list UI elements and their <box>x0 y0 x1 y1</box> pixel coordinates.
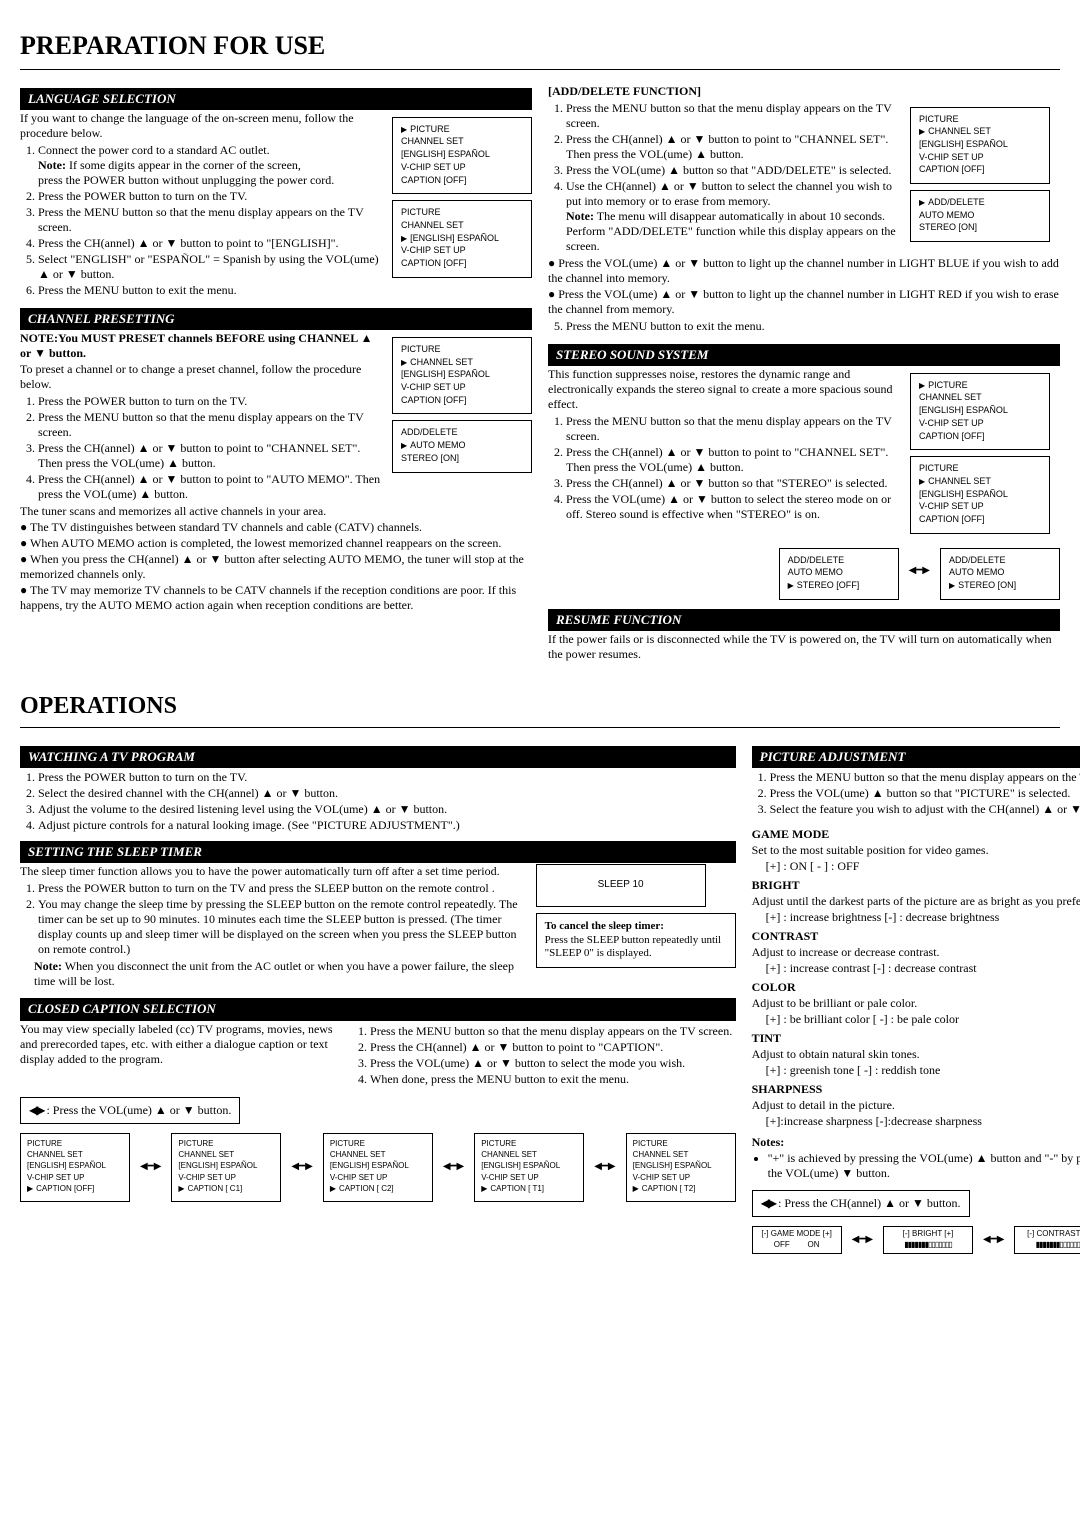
osd-menu-english: PICTURE CHANNEL SET [ENGLISH] ESPAÑOL V-… <box>392 200 532 277</box>
adddel-s5: Press the MENU button to exit the menu. <box>566 319 1060 334</box>
osd-caption-mode: PICTURECHANNEL SET[ENGLISH] ESPAÑOLV-CHI… <box>474 1133 584 1202</box>
pic-s2: Press the VOL(ume) ▲ button so that "PIC… <box>770 786 1080 801</box>
adddel-head: [ADD/DELETE FUNCTION] <box>548 84 1060 99</box>
chpreset-b4: The TV may memorize TV channels to be CA… <box>20 583 532 613</box>
watch-bar: WATCHING A TV PROGRAM <box>20 746 736 768</box>
bright-txt: Adjust until the darkest parts of the pi… <box>752 894 1080 909</box>
cancel-sleep-box: To cancel the sleep timer: Press the SLE… <box>536 913 736 968</box>
tint-txt: Adjust to obtain natural skin tones. <box>752 1047 1080 1062</box>
bright-h: BRIGHT <box>752 878 1080 893</box>
cc-s1: Press the MENU button so that the menu d… <box>370 1024 736 1039</box>
sleep-bar: SETTING THE SLEEP TIMER <box>20 841 736 863</box>
watch-s1: Press the POWER button to turn on the TV… <box>38 770 736 785</box>
osd-adddel-menu: PICTURE CHANNEL SET [ENGLISH] ESPAÑOL V-… <box>910 107 1050 184</box>
game-h: GAME MODE <box>752 827 1080 842</box>
osd-gauge: [-] GAME MODE [+]OFF ON <box>752 1226 842 1254</box>
pic-notes-h: Notes: <box>752 1135 1080 1150</box>
cc-bar: CLOSED CAPTION SELECTION <box>20 998 736 1020</box>
resume-text: If the power fails or is disconnected wh… <box>548 632 1060 662</box>
sharp-h: SHARPNESS <box>752 1082 1080 1097</box>
cc-mode-flow: PICTURECHANNEL SET[ENGLISH] ESPAÑOLV-CHI… <box>20 1133 736 1202</box>
color-vals: [+] : be brilliant color [ -] : be pale … <box>766 1012 1080 1027</box>
osd-stereo-chset: PICTURE CHANNEL SET [ENGLISH] ESPAÑOL V-… <box>910 456 1050 533</box>
chpreset-b3: When you press the CH(annel) ▲ or ▼ butt… <box>20 552 532 582</box>
osd-caption-mode: PICTURECHANNEL SET[ENGLISH] ESPAÑOLV-CHI… <box>20 1133 130 1202</box>
pic-note-1: "+" is achieved by pressing the VOL(ume)… <box>768 1151 1080 1181</box>
lr-arrows-icon <box>29 1103 43 1117</box>
sharp-txt: Adjust to detail in the picture. <box>752 1098 1080 1113</box>
osd-sleep: SLEEP 10 <box>536 864 706 907</box>
osd-menu-picture: PICTURE CHANNEL SET [ENGLISH] ESPAÑOL V-… <box>392 117 532 194</box>
chpreset-s4: Press the CH(annel) ▲ or ▼ button to poi… <box>38 472 532 502</box>
color-h: COLOR <box>752 980 1080 995</box>
pic-s3: Select the feature you wish to adjust wi… <box>770 802 1080 817</box>
osd-gauge: [-] BRIGHT [+]▮▮▮▮▮▮▮▯▯▯▯▯▯▯ <box>883 1226 973 1254</box>
adddel-b1: Press the VOL(ume) ▲ or ▼ button to ligh… <box>548 256 1060 286</box>
lang-bar: LANGUAGE SELECTION <box>20 88 532 110</box>
osd-caption-mode: PICTURECHANNEL SET[ENGLISH] ESPAÑOLV-CHI… <box>171 1133 281 1202</box>
contrast-h: CONTRAST <box>752 929 1080 944</box>
adddel-b2: Press the VOL(ume) ▲ or ▼ button to ligh… <box>548 287 1060 317</box>
contrast-txt: Adjust to increase or decrease contrast. <box>752 945 1080 960</box>
stereo-bar: STEREO SOUND SYSTEM <box>548 344 1060 366</box>
pic-bar: PICTURE ADJUSTMENT <box>752 746 1080 768</box>
osd-gauge: [-] CONTRAST [+]▮▮▮▮▮▮▮▯▯▯▯▯▯▯ <box>1014 1226 1080 1254</box>
game-vals: [+] : ON [ - ] : OFF <box>766 859 1080 874</box>
contrast-vals: [+] : increase contrast [-] : decrease c… <box>766 961 1080 976</box>
color-txt: Adjust to be brilliant or pale color. <box>752 996 1080 1011</box>
resume-bar: RESUME FUNCTION <box>548 609 1060 631</box>
chpreset-b1: The TV distinguishes between standard TV… <box>20 520 532 535</box>
chpreset-tuner: The tuner scans and memorizes all active… <box>20 504 532 519</box>
osd-stereo-off: ADD/DELETE AUTO MEMO STEREO [OFF] <box>779 548 899 600</box>
osd-stereo-on: ADD/DELETE AUTO MEMO STEREO [ON] <box>940 548 1060 600</box>
lang-step-6: Press the MENU button to exit the menu. <box>38 283 532 298</box>
lr-arrows-icon: ◀━▶ <box>594 1161 615 1174</box>
tint-vals: [+] : greenish tone [ -] : reddish tone <box>766 1063 1080 1078</box>
chpreset-b2: When AUTO MEMO action is completed, the … <box>20 536 532 551</box>
chpreset-bar: CHANNEL PRESETTING <box>20 308 532 330</box>
lr-arrows-icon: ◀━▶ <box>983 1234 1004 1247</box>
tint-h: TINT <box>752 1031 1080 1046</box>
watch-s3: Adjust the volume to the desired listeni… <box>38 802 736 817</box>
cc-nav-hint: : Press the VOL(ume) ▲ or ▼ button. <box>20 1097 240 1124</box>
lr-arrows-icon: ◀━▶ <box>140 1161 161 1174</box>
osd-caption-mode: PICTURECHANNEL SET[ENGLISH] ESPAÑOLV-CHI… <box>323 1133 433 1202</box>
cc-s4: When done, press the MENU button to exit… <box>370 1072 736 1087</box>
divider <box>20 69 1060 70</box>
lr-arrows-icon: ◀━▶ <box>852 1234 873 1247</box>
cc-left: You may view specially labeled (cc) TV p… <box>20 1022 342 1089</box>
pic-nav-hint: : Press the CH(annel) ▲ or ▼ button. <box>752 1190 970 1217</box>
osd-adddel-sub: ADD/DELETE AUTO MEMO STEREO [ON] <box>910 190 1050 242</box>
pic-s1: Press the MENU button so that the menu d… <box>770 770 1080 785</box>
cc-s2: Press the CH(annel) ▲ or ▼ button to poi… <box>370 1040 736 1055</box>
divider-2 <box>20 727 1060 728</box>
pic-gauge-flow: [-] GAME MODE [+]OFF ON ◀━▶ [-] BRIGHT [+]… <box>752 1226 1080 1255</box>
osd-caption-mode: PICTURECHANNEL SET[ENGLISH] ESPAÑOLV-CHI… <box>626 1133 736 1202</box>
bright-vals: [+] : increase brightness [-] : decrease… <box>766 910 1080 925</box>
osd-channel-set: PICTURE CHANNEL SET [ENGLISH] ESPAÑOL V-… <box>392 337 532 414</box>
game-txt: Set to the most suitable position for vi… <box>752 843 1080 858</box>
watch-s4: Adjust picture controls for a natural lo… <box>38 818 736 833</box>
lr-arrows-icon: ◀━▶ <box>443 1161 464 1174</box>
lr-arrows-icon: ◀━▶ <box>291 1161 312 1174</box>
lr-arrows-icon <box>761 1196 775 1210</box>
ops-title: OPERATIONS <box>20 691 1060 721</box>
osd-auto-memo: ADD/DELETE AUTO MEMO STEREO [ON] <box>392 420 532 472</box>
prep-title: PREPARATION FOR USE <box>20 30 1060 63</box>
sharp-vals: [+]:increase sharpness [-]:decrease shar… <box>766 1114 1080 1129</box>
toggle-arrows-icon: ◀━▶ <box>909 565 930 578</box>
osd-stereo-picture: PICTURE CHANNEL SET [ENGLISH] ESPAÑOL V-… <box>910 373 1050 450</box>
cc-s3: Press the VOL(ume) ▲ or ▼ button to sele… <box>370 1056 736 1071</box>
watch-s2: Select the desired channel with the CH(a… <box>38 786 736 801</box>
